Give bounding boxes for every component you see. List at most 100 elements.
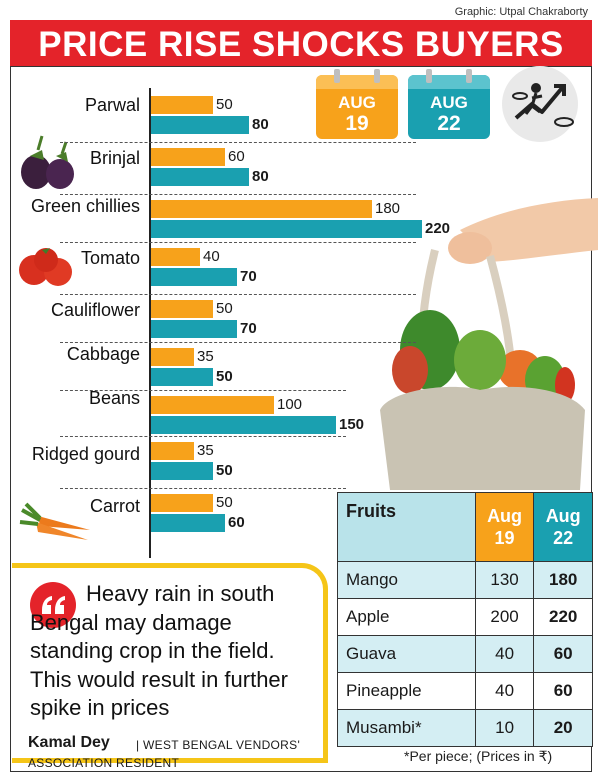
table-row: Apple 200 220	[337, 598, 593, 636]
legend-aug22-day: 22	[437, 112, 461, 135]
bar-aug19	[151, 96, 213, 114]
quote-org-line1: | WEST BENGAL VENDORS'	[136, 738, 301, 752]
price-aug19: 130	[474, 561, 535, 599]
price-aug19: 10	[474, 709, 535, 747]
row-separator	[60, 488, 346, 489]
table-footnote: *Per piece; (Prices in ₹)	[404, 748, 553, 764]
value-label-aug19: 50	[216, 300, 233, 317]
category-label: Beans	[88, 388, 140, 408]
price-aug22: 20	[533, 709, 593, 747]
quote-icon	[30, 582, 76, 628]
value-label-aug19: 60	[228, 148, 245, 165]
table-row: Pineapple 40 60	[337, 672, 593, 710]
quote-author: Kamal Dey	[28, 734, 110, 751]
aug22-header-line2: 22	[553, 528, 574, 548]
aug22-header-line1: Aug	[545, 506, 581, 526]
legend-aug22-month: AUG	[430, 93, 468, 112]
bar-aug22	[151, 116, 249, 134]
price-aug19: 200	[474, 598, 535, 636]
bar-aug22	[151, 268, 237, 286]
fruits-table: Fruits Aug 19 Aug 22 Mango 130 180 Apple…	[337, 492, 593, 747]
aug22-header: Aug 22	[533, 492, 593, 562]
bar-aug19	[151, 348, 194, 366]
fruit-name: Guava	[337, 635, 476, 673]
value-label-aug22: 50	[216, 368, 233, 385]
bar-aug22	[151, 514, 225, 532]
row-separator	[60, 142, 416, 143]
bar-aug22	[151, 320, 237, 338]
tomato-icon	[19, 248, 72, 286]
value-label-aug22: 70	[240, 320, 257, 337]
value-label-aug22: 80	[252, 168, 269, 185]
category-label: Cabbage	[66, 344, 140, 364]
fruit-name: Mango	[337, 561, 476, 599]
row-separator	[60, 390, 346, 391]
table-row: Guava 40 60	[337, 635, 593, 673]
page-title: PRICE RISE SHOCKS BUYERS	[10, 20, 592, 66]
bar-aug19	[151, 494, 213, 512]
content-frame	[10, 66, 592, 772]
quote-text: Heavy rain in south Bengal may damage st…	[30, 581, 288, 720]
legend-aug19-month: AUG	[338, 93, 376, 112]
bar-aug22	[151, 368, 213, 386]
category-label: Parwal	[84, 95, 140, 115]
price-aug22: 60	[533, 672, 593, 710]
category-label: Brinjal	[89, 148, 140, 168]
legend-aug19: AUG 19	[316, 69, 398, 139]
bar-aug19	[151, 248, 200, 266]
fruits-header: Fruits	[337, 492, 476, 562]
value-label-aug22: 220	[425, 220, 451, 237]
price-aug19: 40	[474, 635, 535, 673]
row-separator	[60, 242, 416, 243]
bar-aug22	[151, 416, 336, 434]
vegetable-bag-icon	[380, 198, 598, 490]
value-label-aug22: 50	[216, 462, 233, 479]
legend-aug19-day: 19	[345, 112, 369, 135]
price-aug22: 60	[533, 635, 593, 673]
quote-box	[12, 563, 328, 763]
category-label: Cauliflower	[50, 300, 140, 320]
fruit-name: Apple	[337, 598, 476, 636]
price-aug22: 180	[533, 561, 593, 599]
row-separator	[60, 294, 416, 295]
quote-org-line2: ASSOCIATION RESIDENT	[28, 756, 180, 770]
value-label-aug22: 60	[228, 514, 245, 531]
category-label: Carrot	[89, 496, 140, 516]
bar-aug19	[151, 396, 274, 414]
graphic-credit: Graphic: Utpal Chakraborty	[454, 6, 588, 18]
bar-aug19	[151, 200, 372, 218]
value-label-aug22: 70	[240, 268, 257, 285]
value-label-aug22: 150	[339, 416, 365, 433]
price-rise-icon	[502, 66, 578, 142]
carrot-icon	[19, 502, 90, 540]
chart-axis	[149, 88, 151, 558]
value-label-aug22: 80	[252, 116, 269, 133]
value-label-aug19: 100	[277, 396, 303, 413]
bar-aug19	[151, 442, 194, 460]
legend-aug22: AUG 22	[408, 69, 490, 139]
category-label: Ridged gourd	[31, 444, 140, 464]
bar-aug22	[151, 220, 422, 238]
table-row: Musambi* 10 20	[337, 709, 593, 747]
price-aug22: 220	[533, 598, 593, 636]
aug19-header-line1: Aug	[487, 506, 523, 526]
bar-aug22	[151, 462, 213, 480]
aug19-header: Aug 19	[474, 492, 535, 562]
value-label-aug19: 180	[375, 200, 401, 217]
row-separator	[60, 342, 416, 343]
value-label-aug19: 35	[197, 348, 214, 365]
value-label-aug19: 50	[216, 494, 233, 511]
fruit-name: Musambi*	[337, 709, 476, 747]
value-label-aug19: 50	[216, 96, 233, 113]
fruit-name: Pineapple	[337, 672, 476, 710]
eggplant-icon	[21, 135, 74, 189]
price-aug19: 40	[474, 672, 535, 710]
category-label: Green chillies	[30, 196, 140, 216]
value-label-aug19: 40	[203, 248, 220, 265]
table-row: Mango 130 180	[337, 561, 593, 599]
aug19-header-line2: 19	[494, 528, 515, 548]
row-separator	[60, 436, 346, 437]
bar-aug19	[151, 300, 213, 318]
category-label: Tomato	[80, 248, 140, 268]
bar-aug19	[151, 148, 225, 166]
